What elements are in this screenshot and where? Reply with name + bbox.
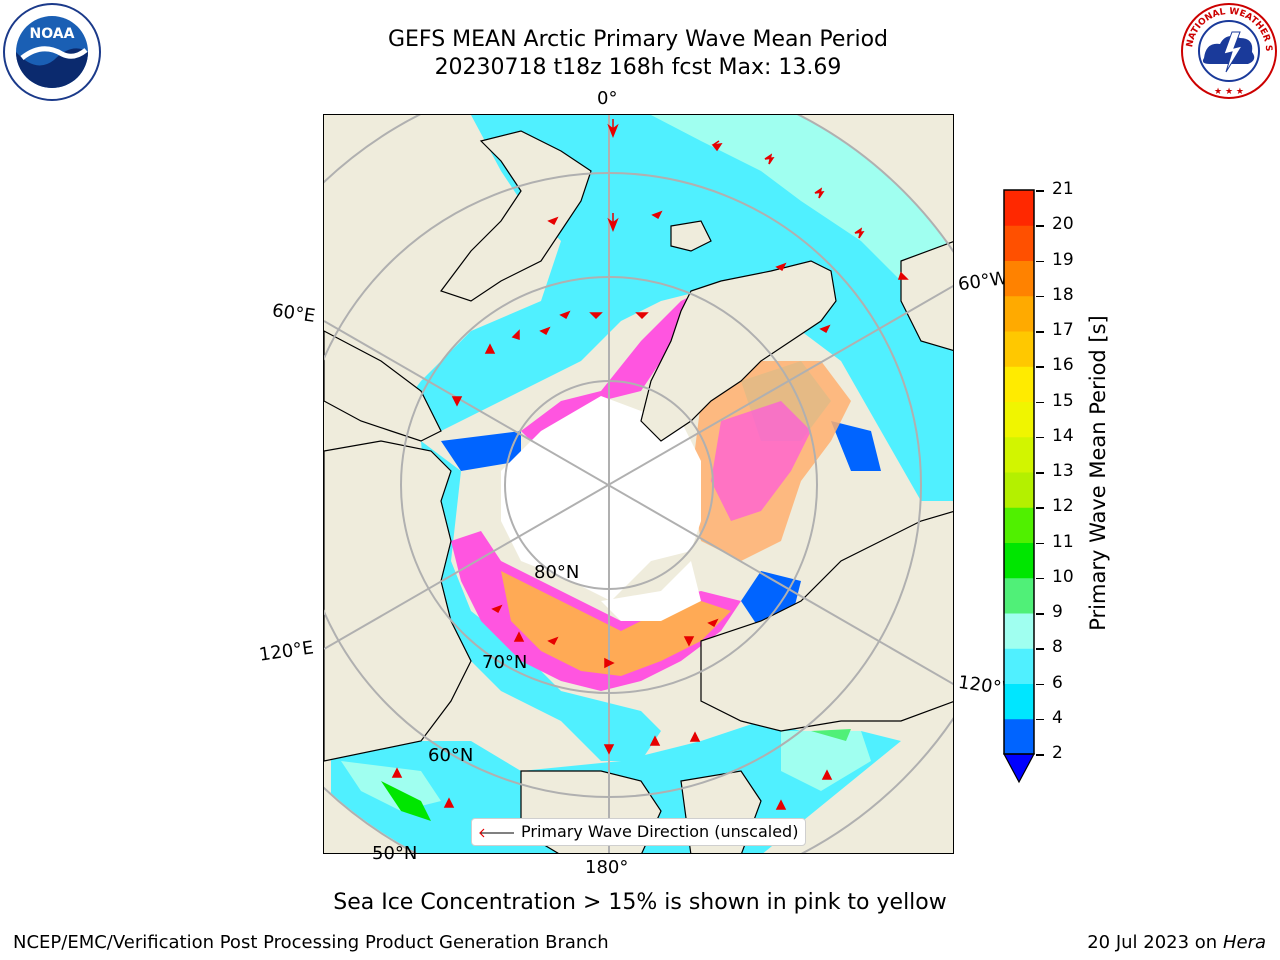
colorbar-tick-mark [1036, 718, 1044, 721]
lon-label-120e: 120°E [257, 637, 315, 666]
colorbar-svg [1002, 189, 1036, 784]
noaa-logo: NOAA [2, 2, 102, 102]
colorbar-tick-label: 19 [1052, 249, 1074, 270]
lat-label-60n: 60°N [428, 745, 474, 766]
arctic-map [323, 114, 954, 854]
colorbar-tick-mark [1036, 295, 1044, 298]
colorbar-segment [1004, 542, 1034, 579]
legend-label: Primary Wave Direction (unscaled) [521, 822, 799, 841]
map-canvas [324, 115, 953, 853]
ice-note: Sea Ice Concentration > 15% is shown in … [333, 890, 947, 915]
colorbar-segment [1004, 260, 1034, 297]
graticule [324, 115, 953, 853]
legend-arrow-icon [479, 828, 514, 838]
colorbar-tick-label: 9 [1052, 602, 1063, 622]
siberia-west [324, 330, 442, 442]
colorbar-tick-label: 17 [1052, 320, 1074, 340]
colorbar-tick-label: 16 [1052, 355, 1074, 376]
svg-text:★ ★ ★: ★ ★ ★ [1214, 87, 1244, 97]
footer-date-text: 20 Jul 2023 on [1087, 932, 1223, 953]
colorbar-tick-mark [1036, 507, 1044, 509]
wave-direction-arrows [391, 119, 909, 846]
greenland [640, 260, 837, 442]
colorbar-tick-mark [1036, 683, 1044, 685]
colorbar-tick-label: 15 [1052, 390, 1074, 411]
lat-label-70n: 70°N [482, 652, 528, 673]
scandinavia [440, 130, 592, 302]
lon-label-60e: 60°E [270, 300, 317, 327]
colorbar [1002, 188, 1036, 784]
colorbar-tick-mark [1036, 225, 1044, 227]
colorbar-tick-mark [1036, 613, 1044, 615]
colorbar-tick-label: 6 [1052, 672, 1063, 693]
landmasses [324, 130, 953, 853]
colorbar-tick-label: 13 [1052, 461, 1074, 481]
central-ice [501, 396, 701, 601]
colorbar-segment [1004, 331, 1034, 367]
colorbar-segment [1004, 401, 1034, 438]
colorbar-segment [1004, 225, 1034, 261]
footer-credit: NCEP/EMC/Verification Post Processing Pr… [13, 932, 609, 953]
colorbar-segment [1004, 190, 1034, 226]
lat-label-80n: 80°N [534, 562, 580, 583]
colorbar-segment [1004, 436, 1034, 473]
colorbar-tick-mark [1036, 331, 1044, 333]
footer-date: 20 Jul 2023 on Hera [1087, 932, 1266, 953]
colorbar-tick-mark [1036, 436, 1044, 439]
footer-host: Hera [1222, 932, 1266, 953]
colorbar-segment [1004, 648, 1034, 684]
colorbar-tick-mark [1036, 366, 1044, 368]
colorbar-segment [1004, 507, 1034, 543]
colorbar-tick-mark [1036, 472, 1044, 474]
colorbar-segment [1004, 718, 1034, 755]
meridian-60e-120w [324, 320, 953, 686]
colorbar-tick-mark [1036, 754, 1044, 756]
colorbar-tick-label: 21 [1052, 179, 1074, 199]
colorbar-tick-label: 20 [1052, 214, 1074, 235]
colorbar-tick-label: 12 [1052, 496, 1074, 517]
colorbar-tick-label: 10 [1052, 566, 1074, 587]
colorbar-tick-label: 4 [1052, 707, 1063, 728]
colorbar-tick-mark [1036, 542, 1044, 544]
colorbar-segment [1004, 577, 1034, 614]
colorbar-tick-label: 2 [1052, 743, 1063, 763]
alaska-canada [700, 510, 953, 732]
map-subtitle: 20230718 t18z 168h fcst Max: 13.69 [434, 55, 842, 80]
colorbar-tick-mark [1036, 190, 1044, 192]
meridian-120e-60w [324, 284, 953, 650]
colorbar-segment [1004, 366, 1034, 402]
lon-label-0: 0° [597, 88, 618, 109]
colorbar-tick-mark [1036, 401, 1044, 403]
colorbar-tick-label: 14 [1052, 425, 1074, 446]
lon-label-180: 180° [585, 857, 629, 878]
colorbar-label: Primary Wave Mean Period [s] [1086, 315, 1110, 631]
colorbar-segment [1004, 472, 1034, 508]
map-title: GEFS MEAN Arctic Primary Wave Mean Perio… [387, 27, 888, 52]
colorbar-tick-label: 11 [1052, 531, 1074, 552]
colorbar-segment [1004, 683, 1034, 720]
nws-logo: NATIONAL WEATHER SERVICE ★ ★ ★ [1177, 0, 1278, 100]
svg-text:NOAA: NOAA [30, 26, 75, 42]
colorbar-segment [1004, 295, 1034, 332]
colorbar-outline [1003, 189, 1035, 755]
map-legend: Primary Wave Direction (unscaled) [471, 818, 806, 846]
labrador [900, 241, 953, 352]
colorbar-segment [1004, 613, 1034, 649]
colorbar-tick-label: 8 [1052, 637, 1063, 658]
colorbar-ticks: 2 4 6 8 9 10 11 12 13 14 15 16 17 18 19 20 21 [1030, 179, 1090, 766]
colorbar-tick-label: 18 [1052, 284, 1074, 305]
lat-label-50n: 50°N [372, 843, 418, 864]
colorbar-tick-mark [1036, 260, 1044, 262]
colorbar-tick-mark [1036, 577, 1044, 580]
colorbar-tick-mark [1036, 648, 1044, 650]
